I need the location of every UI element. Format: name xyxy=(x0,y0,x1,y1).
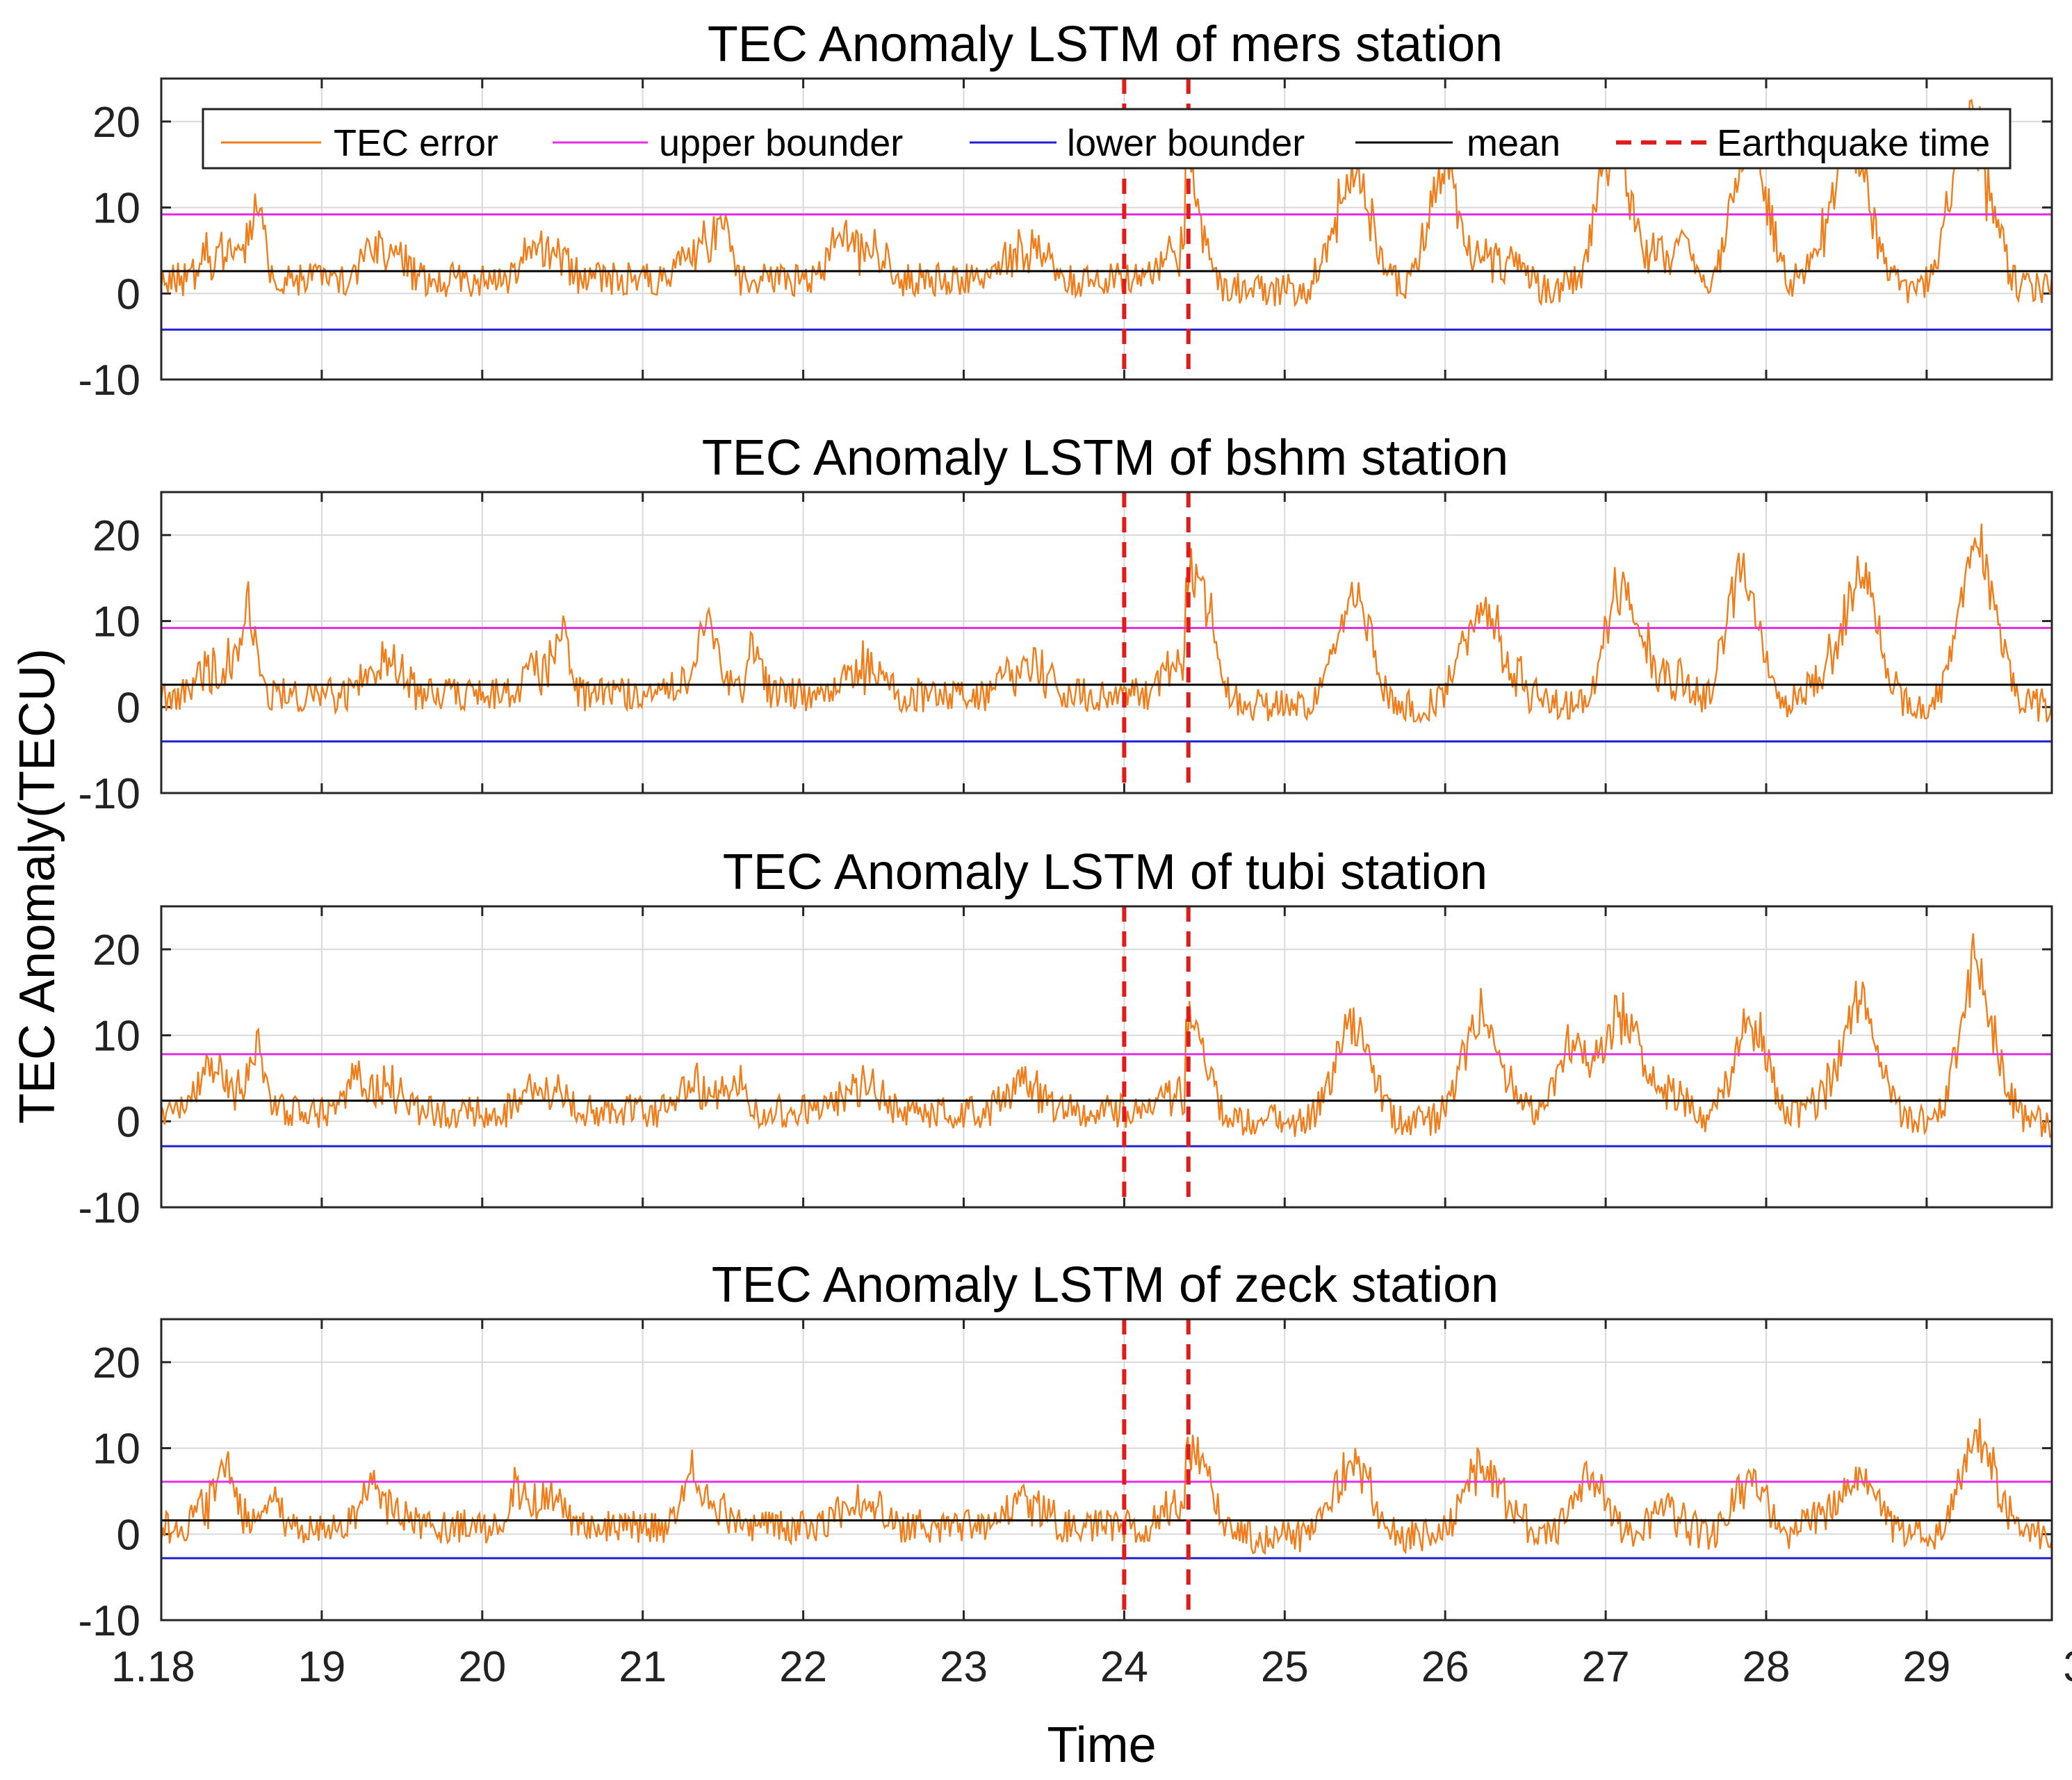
y-tick-label: 10 xyxy=(92,1426,140,1473)
x-tick-label: 19 xyxy=(297,1643,345,1691)
plot-area-tubi xyxy=(161,906,2052,1207)
x-tick-label: 28 xyxy=(1743,1643,1790,1691)
tec-error-line-mers xyxy=(161,98,2052,308)
y-axis-label: TEC Anomaly(TECU) xyxy=(10,648,65,1124)
x-tick-label: 24 xyxy=(1100,1643,1148,1691)
x-tick-label: 29 xyxy=(1902,1643,1950,1691)
plot-area-bshm xyxy=(161,492,2052,793)
legend-box xyxy=(202,108,2012,170)
x-tick-label: 30 xyxy=(2063,1643,2072,1691)
panel-title-bshm: TEC Anomaly LSTM of bshm station xyxy=(702,430,1508,486)
x-tick-label: 26 xyxy=(1421,1643,1469,1691)
x-axis-label: Time xyxy=(1047,1717,1156,1773)
legend-label-mean: mean xyxy=(1467,122,1560,164)
y-tick-label: 20 xyxy=(92,99,140,147)
panel-title-zeck: TEC Anomaly LSTM of zeck station xyxy=(712,1257,1499,1313)
legend-label-earthquake-time: Earthquake time xyxy=(1717,122,1990,164)
y-tick-label: 10 xyxy=(92,185,140,233)
plot-frame-zeck xyxy=(160,1318,2053,1622)
tec-error-line-bshm xyxy=(161,523,2052,724)
panel-bshm: TEC Anomaly LSTM of bshm station -10 0 10 20 xyxy=(78,430,2053,818)
x-tick-label: 23 xyxy=(940,1643,988,1691)
x-tick-label: 25 xyxy=(1261,1643,1309,1691)
y-tick-label: -10 xyxy=(78,357,140,405)
plot-area-zeck xyxy=(161,1319,2052,1620)
y-tick-label: 20 xyxy=(92,926,140,974)
plot-frame-tubi xyxy=(160,905,2053,1209)
x-tick-label: 20 xyxy=(458,1643,506,1691)
y-tick-label: 0 xyxy=(117,684,140,732)
panel-zeck: TEC Anomaly LSTM of zeck station -10 0 10 20 xyxy=(78,1257,2053,1645)
x-tick-label: 27 xyxy=(1582,1643,1630,1691)
panel-mers: TEC Anomaly LSTM of mers station -10 0 10 20 xyxy=(78,17,2053,405)
x-tick-label: 21 xyxy=(619,1643,667,1691)
y-tick-label: 20 xyxy=(92,512,140,560)
y-tick-label: 10 xyxy=(92,598,140,646)
y-tick-label: -10 xyxy=(78,1184,140,1232)
legend-label-tec-error: TEC error xyxy=(334,122,498,164)
y-tick-label: 10 xyxy=(92,1013,140,1061)
plot-frame-bshm xyxy=(160,491,2053,794)
x-tick-labels: 1.18192021222324252627282930312.12345678… xyxy=(111,1643,2072,1691)
panel-tubi: TEC Anomaly LSTM of tubi station -10 0 10 20 xyxy=(78,844,2053,1232)
x-tick-label: 1.18 xyxy=(111,1643,195,1691)
legend: TEC error upper bounder lower bounder me… xyxy=(202,108,2012,170)
y-tick-label: -10 xyxy=(78,1597,140,1645)
panel-title-tubi: TEC Anomaly LSTM of tubi station xyxy=(723,844,1487,900)
y-tick-label: 0 xyxy=(117,1098,140,1146)
y-tick-label: 20 xyxy=(92,1339,140,1387)
plot-frame-mers xyxy=(160,77,2053,381)
legend-label-upper-bounder: upper bounder xyxy=(659,122,903,164)
x-tick-label: 22 xyxy=(779,1643,827,1691)
y-tick-label: 0 xyxy=(117,1511,140,1559)
y-tick-label: -10 xyxy=(78,770,140,818)
legend-label-lower-bounder: lower bounder xyxy=(1067,122,1305,164)
panel-title-mers: TEC Anomaly LSTM of mers station xyxy=(708,17,1503,72)
y-tick-label: 0 xyxy=(117,270,140,318)
